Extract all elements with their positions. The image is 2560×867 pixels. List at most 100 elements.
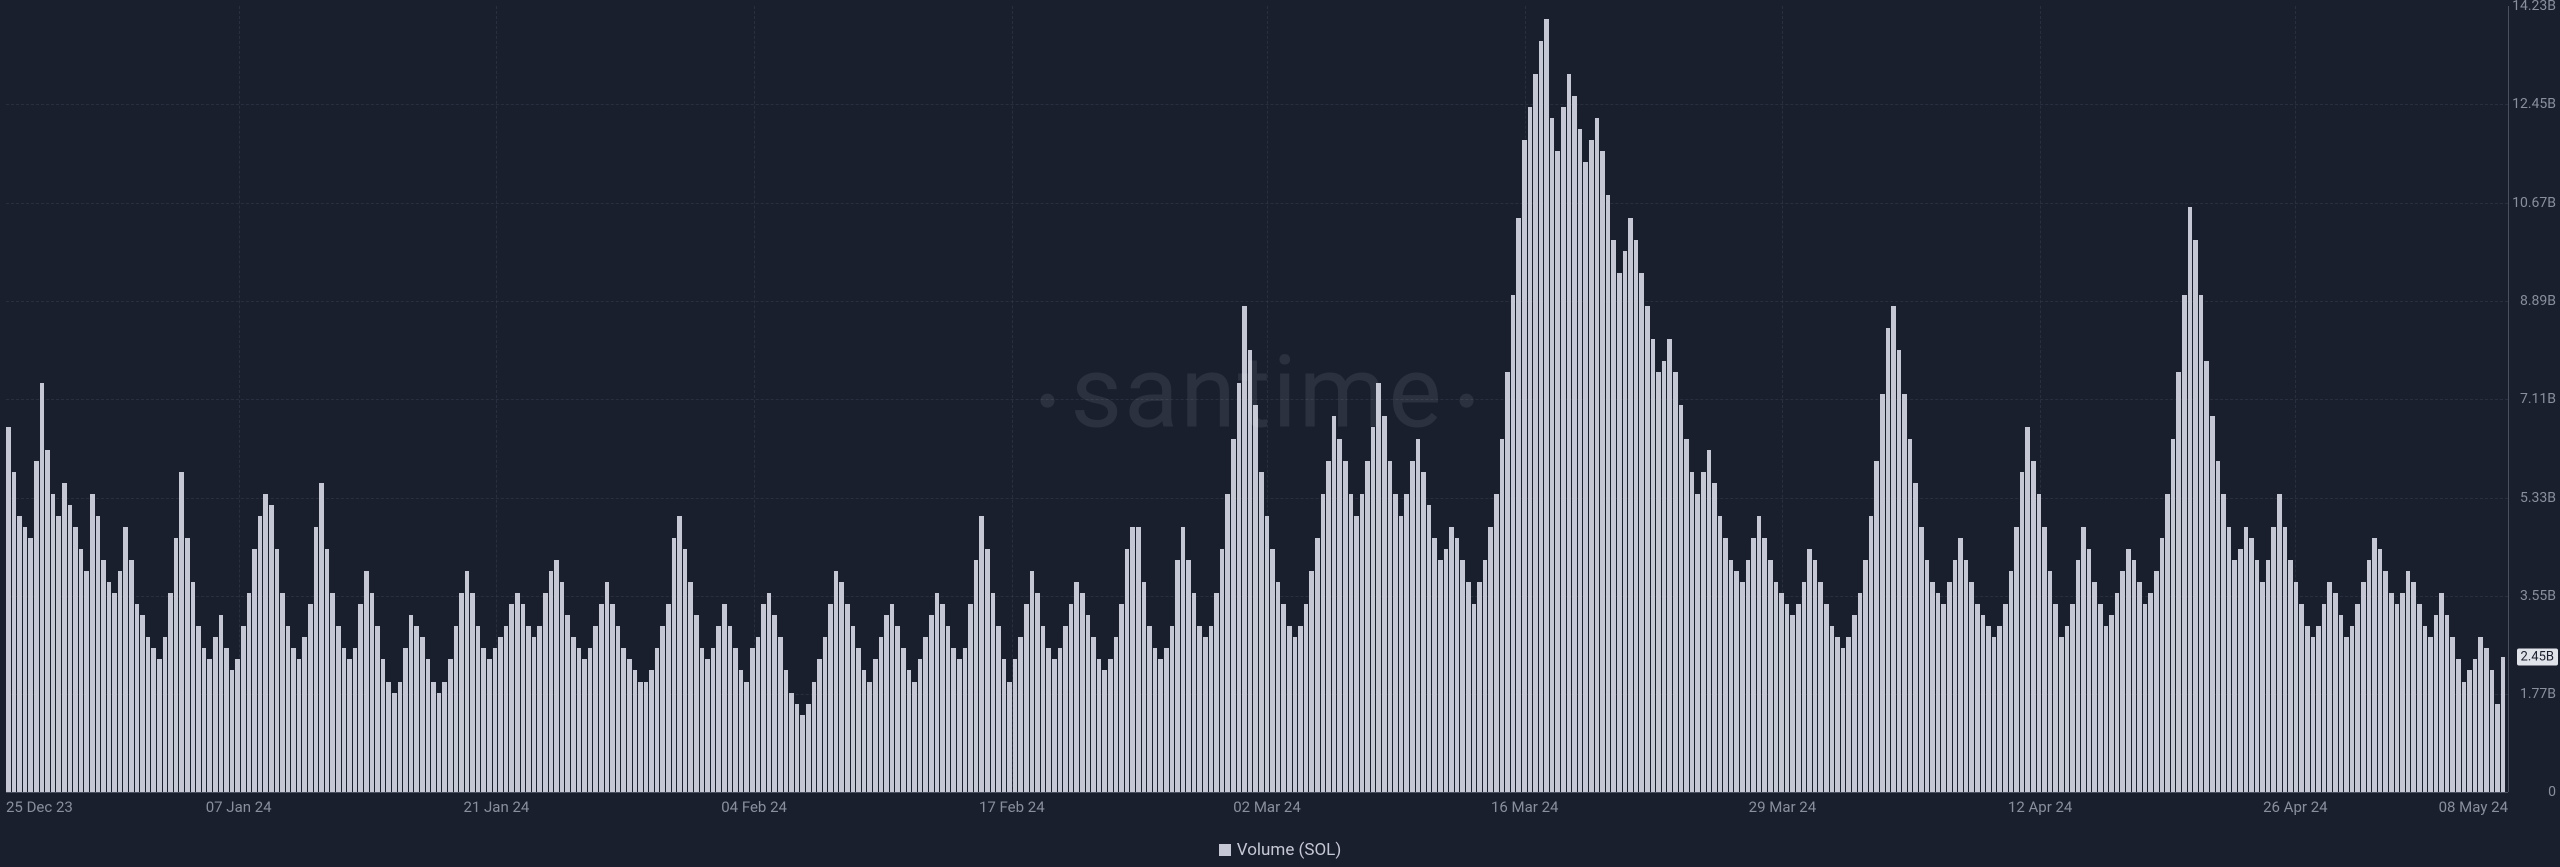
bar [1662,361,1667,792]
bar [1393,494,1398,792]
bar [1354,516,1359,792]
bar [146,637,151,792]
bar [1880,394,1885,792]
x-tick-label: 17 Feb 24 [979,798,1045,816]
bar [1684,439,1689,793]
bar [174,538,179,792]
bar [2065,626,2070,792]
bar [1645,306,1650,792]
bar [633,670,638,792]
bar [1751,538,1756,792]
bar [1606,195,1611,792]
bar [454,626,459,792]
bar [1981,615,1986,792]
bar [185,538,190,792]
bar [79,549,84,792]
bar [1768,560,1773,792]
bar [235,659,240,792]
bar [414,626,419,792]
bar [1874,461,1879,792]
bar [1796,604,1801,792]
bar [2137,582,2142,792]
bar [2322,604,2327,792]
bar [1253,405,1258,792]
bar [487,659,492,792]
bar [2411,582,2416,792]
bar [2339,615,2344,792]
bar [1002,659,1007,792]
bar [795,704,800,792]
bar [73,527,78,792]
bar [364,571,369,792]
bar [2143,604,2148,792]
bar [929,615,934,792]
bar [963,648,968,792]
bar [1969,582,1974,792]
bar [1287,626,1292,792]
bar [873,659,878,792]
bar [711,648,716,792]
bar [968,604,973,792]
y-tick-label: 12.45B [2512,96,2556,112]
y-axis-line [2508,6,2509,792]
bar [375,626,380,792]
bar [1813,560,1818,792]
bar [459,593,464,792]
bar [549,571,554,792]
bar [2501,657,2506,792]
bar [627,659,632,792]
bar [1058,648,1063,792]
bar [2495,704,2500,792]
bar [135,604,140,792]
bar [2115,593,2120,792]
bar [1125,549,1130,792]
bar [1830,626,1835,792]
bar [1902,394,1907,792]
bar [2260,582,2265,792]
bar [599,604,604,792]
bar [1818,582,1823,792]
bar [1477,582,1482,792]
bar [448,659,453,792]
bar [1170,626,1175,792]
bar [426,659,431,792]
bar [2216,461,2221,792]
bar [280,593,285,792]
bar [107,582,112,792]
bar [1460,560,1465,792]
plot-area[interactable]: santime [6,6,2508,792]
bar [1858,593,1863,792]
bar [1919,527,1924,792]
bar [2003,604,2008,792]
bar [118,571,123,792]
bar [2467,670,2472,792]
bar [1679,405,1684,792]
x-axis-line [6,792,2508,793]
bar [515,593,520,792]
bar [694,615,699,792]
bar [2120,571,2125,792]
bar [2227,527,2232,792]
bar [1186,560,1191,792]
bar [907,670,912,792]
bar [1404,494,1409,792]
legend-swatch [1219,844,1231,856]
bar [286,626,291,792]
bar [565,615,570,792]
bar [862,670,867,792]
y-tick-label: 14.23B [2512,0,2556,14]
bar [1572,96,1577,792]
y-tick-label: 5.33B [2520,490,2556,506]
bar [1953,560,1958,792]
bar [2210,416,2215,792]
x-axis-labels: 25 Dec 2307 Jan 2421 Jan 2404 Feb 2417 F… [6,798,2508,816]
bar [1337,439,1342,793]
bar [2423,626,2428,792]
bar [297,659,302,792]
bar [1427,505,1432,792]
bar [1438,560,1443,792]
bar [1947,582,1952,792]
bar [1130,527,1135,792]
bar [6,427,11,792]
bar [644,682,649,792]
